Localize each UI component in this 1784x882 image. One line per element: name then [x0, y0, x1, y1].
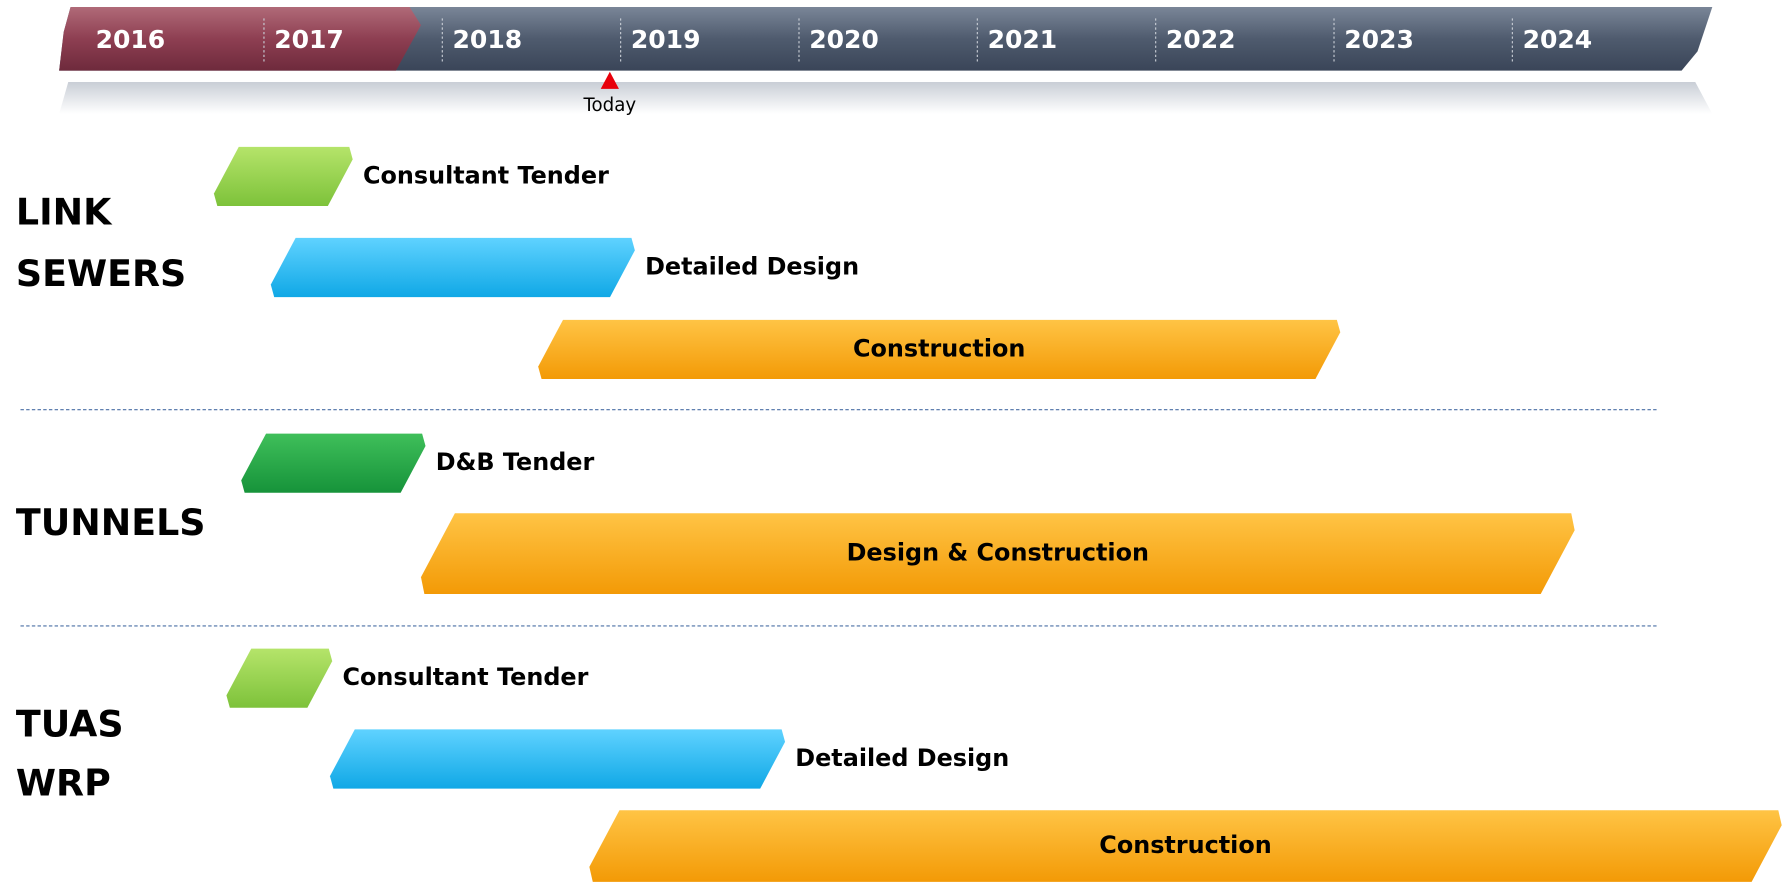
task-label: Consultant Tender [342, 663, 588, 691]
timeline-header [59, 6, 1713, 71]
year-label: 2024 [1523, 25, 1593, 54]
task-bar [420, 513, 1575, 595]
past-section [59, 6, 421, 71]
task-bar [241, 433, 426, 493]
group-label: TUNNELS [16, 501, 206, 544]
task-label: Detailed Design [645, 252, 859, 280]
year-label: 2019 [631, 25, 701, 54]
group-label: TUAS [16, 703, 124, 746]
task-label: Consultant Tender [363, 161, 609, 189]
task-label: Construction [1099, 831, 1271, 859]
year-label: 2017 [274, 25, 344, 54]
year-label: 2022 [1166, 25, 1236, 54]
year-label: 2023 [1344, 25, 1414, 54]
year-label: 2021 [988, 25, 1058, 54]
group-label: WRP [16, 762, 111, 805]
task-label: Construction [853, 334, 1025, 362]
task-bar [270, 237, 635, 298]
year-label: 2018 [453, 25, 523, 54]
year-label: 2016 [96, 25, 166, 54]
group-label: LINK [16, 191, 113, 234]
task-bar [329, 729, 786, 789]
header-reflection [59, 82, 1713, 114]
task-label: Detailed Design [795, 744, 1009, 772]
task-bar [589, 810, 1782, 882]
group-label: SEWERS [16, 252, 186, 295]
task-bar [213, 146, 353, 207]
task-bar [538, 319, 1341, 379]
today-label: Today [583, 95, 637, 116]
today-marker [600, 71, 619, 89]
task-bar [226, 648, 333, 708]
year-label: 2020 [809, 25, 879, 54]
task-label: Design & Construction [847, 539, 1149, 567]
task-label: D&B Tender [436, 448, 595, 476]
